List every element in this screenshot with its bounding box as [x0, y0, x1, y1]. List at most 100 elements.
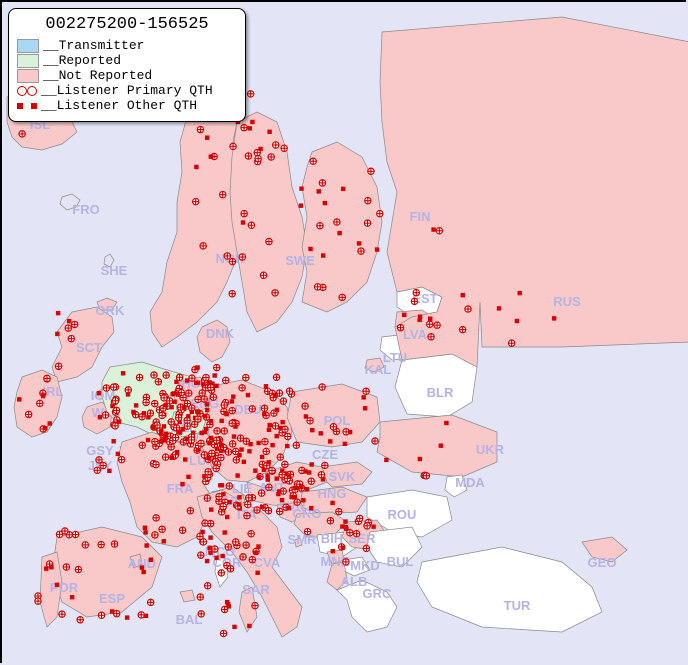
listener-other-qth-marker[interactable] [209, 436, 213, 440]
listener-primary-qth-marker[interactable] [249, 406, 255, 412]
listener-other-qth-marker[interactable] [203, 414, 207, 418]
listener-other-qth-marker[interactable] [431, 227, 435, 231]
listener-other-qth-marker[interactable] [209, 154, 213, 158]
listener-primary-qth-marker[interactable] [358, 248, 364, 254]
listener-other-qth-marker[interactable] [267, 428, 271, 432]
listener-other-qth-marker[interactable] [231, 394, 235, 398]
listener-other-qth-marker[interactable] [256, 441, 260, 445]
listener-other-qth-marker[interactable] [227, 500, 231, 504]
listener-other-qth-marker[interactable] [417, 318, 421, 322]
listener-other-qth-marker[interactable] [310, 428, 314, 432]
listener-primary-qth-marker[interactable] [179, 527, 185, 533]
listener-primary-qth-marker[interactable] [59, 611, 65, 617]
listener-other-qth-marker[interactable] [169, 405, 173, 409]
listener-other-qth-marker[interactable] [41, 394, 45, 398]
listener-other-qth-marker[interactable] [233, 424, 237, 428]
listener-other-qth-marker[interactable] [163, 436, 167, 440]
listener-other-qth-marker[interactable] [285, 444, 289, 448]
listener-other-qth-marker[interactable] [247, 449, 251, 453]
listener-primary-qth-marker[interactable] [436, 228, 442, 234]
listener-primary-qth-marker[interactable] [377, 210, 383, 216]
listener-primary-qth-marker[interactable] [147, 599, 153, 605]
listener-primary-qth-marker[interactable] [163, 372, 169, 378]
listener-primary-qth-marker[interactable] [138, 612, 144, 618]
listener-primary-qth-marker[interactable] [197, 533, 203, 539]
listener-other-qth-marker[interactable] [221, 492, 225, 496]
listener-primary-qth-marker[interactable] [310, 158, 316, 164]
listener-primary-qth-marker[interactable] [230, 143, 236, 149]
listener-primary-qth-marker[interactable] [159, 412, 165, 418]
listener-primary-qth-marker[interactable] [113, 610, 119, 616]
listener-primary-qth-marker[interactable] [334, 219, 340, 225]
listener-other-qth-marker[interactable] [517, 291, 521, 295]
listener-other-qth-marker[interactable] [267, 460, 271, 464]
listener-other-qth-marker[interactable] [208, 546, 212, 550]
listener-primary-qth-marker[interactable] [248, 222, 254, 228]
listener-primary-qth-marker[interactable] [204, 495, 210, 501]
listener-other-qth-marker[interactable] [209, 507, 213, 511]
listener-other-qth-marker[interactable] [162, 539, 166, 543]
listener-primary-qth-marker[interactable] [98, 612, 104, 618]
listener-other-qth-marker[interactable] [107, 469, 111, 473]
listener-primary-qth-marker[interactable] [192, 198, 198, 204]
listener-other-qth-marker[interactable] [276, 492, 280, 496]
listener-primary-qth-marker[interactable] [55, 363, 61, 369]
listener-other-qth-marker[interactable] [275, 408, 279, 412]
listener-other-qth-marker[interactable] [141, 570, 145, 574]
listener-other-qth-marker[interactable] [250, 120, 254, 124]
listener-other-qth-marker[interactable] [190, 410, 194, 414]
listener-other-qth-marker[interactable] [194, 165, 198, 169]
listener-other-qth-marker[interactable] [328, 439, 332, 443]
listener-other-qth-marker[interactable] [361, 395, 365, 399]
listener-other-qth-marker[interactable] [265, 473, 269, 477]
listener-primary-qth-marker[interactable] [136, 374, 142, 380]
listener-primary-qth-marker[interactable] [317, 223, 323, 229]
listener-primary-qth-marker[interactable] [94, 467, 100, 473]
listener-primary-qth-marker[interactable] [152, 438, 158, 444]
listener-primary-qth-marker[interactable] [261, 405, 267, 411]
listener-other-qth-marker[interactable] [287, 506, 291, 510]
listener-other-qth-marker[interactable] [49, 565, 53, 569]
listener-primary-qth-marker[interactable] [229, 407, 235, 413]
listener-primary-qth-marker[interactable] [363, 388, 369, 394]
listener-other-qth-marker[interactable] [266, 477, 270, 481]
listener-primary-qth-marker[interactable] [98, 541, 104, 547]
listener-primary-qth-marker[interactable] [201, 396, 207, 402]
listener-other-qth-marker[interactable] [205, 135, 209, 139]
listener-primary-qth-marker[interactable] [249, 556, 255, 562]
listener-other-qth-marker[interactable] [428, 317, 432, 321]
listener-primary-qth-marker[interactable] [72, 531, 78, 537]
listener-primary-qth-marker[interactable] [260, 272, 266, 278]
listener-other-qth-marker[interactable] [375, 247, 379, 251]
listener-other-qth-marker[interactable] [214, 384, 218, 388]
listener-other-qth-marker[interactable] [17, 397, 21, 401]
listener-other-qth-marker[interactable] [363, 406, 367, 410]
listener-other-qth-marker[interactable] [162, 424, 166, 428]
listener-primary-qth-marker[interactable] [151, 372, 157, 378]
listener-other-qth-marker[interactable] [176, 430, 180, 434]
listener-other-qth-marker[interactable] [213, 373, 217, 377]
listener-other-qth-marker[interactable] [264, 384, 268, 388]
listener-primary-qth-marker[interactable] [195, 416, 201, 422]
listener-other-qth-marker[interactable] [270, 443, 274, 447]
listener-other-qth-marker[interactable] [146, 438, 150, 442]
listener-other-qth-marker[interactable] [348, 430, 352, 434]
listener-primary-qth-marker[interactable] [113, 407, 119, 413]
listener-other-qth-marker[interactable] [146, 415, 150, 419]
listener-other-qth-marker[interactable] [309, 462, 313, 466]
listener-other-qth-marker[interactable] [203, 430, 207, 434]
listener-other-qth-marker[interactable] [205, 402, 209, 406]
listener-primary-qth-marker[interactable] [187, 508, 193, 514]
listener-primary-qth-marker[interactable] [423, 473, 429, 479]
listener-primary-qth-marker[interactable] [227, 566, 233, 572]
listener-other-qth-marker[interactable] [267, 130, 271, 134]
listener-other-qth-marker[interactable] [253, 468, 257, 472]
listener-other-qth-marker[interactable] [201, 382, 205, 386]
listener-primary-qth-marker[interactable] [110, 384, 116, 390]
listener-other-qth-marker[interactable] [149, 558, 153, 562]
listener-other-qth-marker[interactable] [254, 550, 258, 554]
listener-primary-qth-marker[interactable] [208, 384, 214, 390]
listener-other-qth-marker[interactable] [299, 485, 303, 489]
listener-primary-qth-marker[interactable] [254, 507, 260, 513]
listener-other-qth-marker[interactable] [194, 381, 198, 385]
